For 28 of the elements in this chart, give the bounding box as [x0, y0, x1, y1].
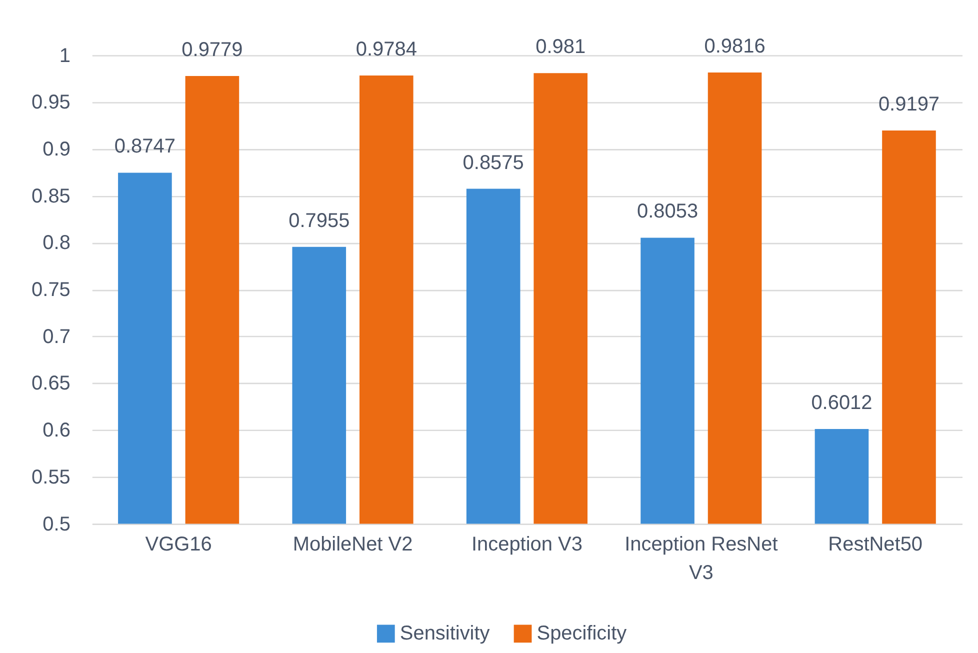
x-tick-label: RestNet50: [828, 533, 923, 556]
y-tick-label: 0.6: [42, 420, 70, 442]
data-label: 0.8053: [636, 200, 698, 223]
y-tick-label: 0.8: [42, 232, 70, 254]
y-tick-label: 0.75: [32, 279, 70, 302]
y-tick-label: 0.95: [32, 92, 70, 114]
legend-label: Sensitivity: [400, 622, 490, 645]
data-label: 0.8747: [114, 136, 176, 158]
y-tick-label: 0.9: [42, 138, 70, 160]
data-label: 0.9784: [356, 38, 417, 61]
x-tick-label: Inception V3: [471, 533, 582, 556]
legend-label: Specificity: [536, 622, 627, 645]
data-label: 0.981: [536, 36, 586, 58]
y-tick-label: 0.65: [32, 372, 70, 395]
data-label: 0.9779: [182, 39, 243, 62]
y-tick-label: 0.55: [32, 466, 70, 488]
y-tick-label: 0.5: [42, 513, 70, 536]
y-tick-label: 0.85: [32, 185, 70, 208]
x-tick-label: Inception ResNet V3: [624, 533, 778, 584]
y-tick-label: 0.7: [42, 326, 70, 348]
data-label: 0.6012: [811, 392, 872, 414]
data-label: 0.8575: [462, 152, 524, 174]
x-tick-label: MobileNet V2: [292, 533, 413, 556]
data-label: 0.9816: [704, 36, 766, 58]
y-tick-label: 1: [59, 44, 70, 67]
x-tick-label: VGG16: [145, 533, 212, 556]
data-label: 0.7955: [288, 210, 350, 232]
data-label: 0.9197: [878, 94, 940, 116]
